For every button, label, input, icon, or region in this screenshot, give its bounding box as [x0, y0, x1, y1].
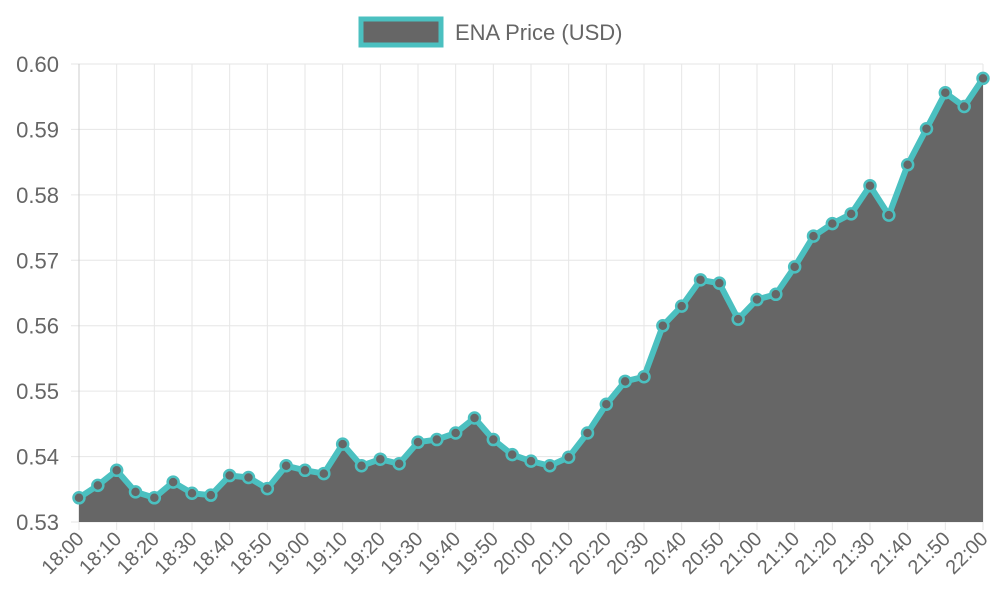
data-point[interactable]	[825, 216, 840, 231]
data-point[interactable]	[279, 458, 293, 473]
x-tick-label: 18:40	[188, 528, 239, 579]
data-point[interactable]	[900, 158, 915, 172]
x-tick-label: 19:20	[339, 528, 390, 579]
data-point[interactable]	[505, 447, 519, 462]
legend-label: ENA Price (USD)	[455, 20, 622, 45]
series-area	[79, 78, 983, 522]
x-tick-label: 21:00	[716, 528, 767, 579]
data-point[interactable]	[863, 178, 877, 193]
data-point[interactable]	[882, 208, 896, 222]
x-tick-label: 18:10	[75, 528, 126, 579]
series-layer	[72, 71, 990, 522]
data-point[interactable]	[204, 488, 218, 502]
data-point[interactable]	[637, 369, 651, 384]
data-point[interactable]	[298, 463, 312, 478]
data-point[interactable]	[524, 454, 538, 468]
data-point[interactable]	[467, 411, 482, 425]
data-point[interactable]	[957, 99, 971, 114]
data-point[interactable]	[769, 287, 783, 302]
data-point[interactable]	[317, 466, 331, 481]
y-tick-label: 0.58	[16, 183, 59, 208]
data-point[interactable]	[109, 463, 124, 478]
x-tick-label: 21:40	[866, 528, 917, 579]
data-point[interactable]	[392, 457, 406, 471]
data-point[interactable]	[561, 450, 576, 464]
data-point[interactable]	[430, 432, 444, 447]
x-tick-label: 18:50	[226, 528, 277, 579]
x-tick-label: 22:00	[942, 528, 993, 579]
data-point[interactable]	[128, 485, 143, 499]
data-point[interactable]	[712, 276, 727, 290]
x-tick-label: 21:50	[904, 528, 955, 579]
x-tick-label: 21:30	[829, 528, 880, 579]
data-point[interactable]	[373, 452, 388, 466]
data-point[interactable]	[787, 260, 802, 274]
data-point[interactable]	[147, 491, 162, 505]
data-point[interactable]	[806, 229, 821, 243]
y-tick-label: 0.55	[16, 379, 59, 404]
y-tick-label: 0.57	[16, 248, 59, 273]
x-tick-label: 20:40	[640, 528, 691, 579]
x-tick-label: 20:00	[490, 528, 541, 579]
data-point[interactable]	[335, 437, 350, 451]
data-point[interactable]	[486, 432, 501, 447]
data-point[interactable]	[618, 374, 632, 389]
x-tick-label: 19:40	[414, 528, 465, 579]
x-tick-label: 21:10	[753, 528, 804, 579]
data-point[interactable]	[693, 273, 708, 287]
x-tick-label: 20:50	[678, 528, 729, 579]
x-tick-label: 20:20	[565, 528, 616, 579]
data-point[interactable]	[241, 470, 256, 485]
x-tick-label: 18:20	[113, 528, 164, 579]
data-point[interactable]	[599, 397, 614, 411]
x-tick-label: 19:10	[301, 528, 352, 579]
y-tick-label: 0.53	[16, 510, 59, 535]
x-tick-label: 20:30	[603, 528, 654, 579]
y-tick-label: 0.60	[16, 52, 59, 77]
data-point[interactable]	[731, 312, 745, 326]
data-point[interactable]	[919, 122, 934, 136]
data-point[interactable]	[411, 435, 425, 449]
x-tick-label: 20:10	[527, 528, 578, 579]
x-tick-label: 19:50	[452, 528, 503, 579]
x-tick-label: 18:00	[38, 528, 89, 579]
data-point[interactable]	[354, 458, 369, 473]
data-point[interactable]	[674, 299, 689, 313]
data-point[interactable]	[166, 475, 180, 489]
legend-swatch	[358, 16, 444, 48]
data-point[interactable]	[976, 71, 990, 86]
x-tick-label: 19:00	[264, 528, 315, 579]
legend[interactable]: ENA Price (USD)	[358, 16, 622, 48]
data-point[interactable]	[543, 458, 557, 473]
data-point[interactable]	[448, 426, 463, 440]
data-point[interactable]	[938, 86, 953, 100]
data-point[interactable]	[656, 318, 670, 333]
x-tick-label: 18:30	[151, 528, 202, 579]
data-point[interactable]	[580, 426, 595, 440]
data-point[interactable]	[185, 486, 199, 500]
x-tick-label: 21:20	[791, 528, 842, 579]
data-point[interactable]	[260, 481, 275, 496]
data-point[interactable]	[750, 292, 764, 307]
y-tick-label: 0.59	[16, 117, 59, 142]
x-tick-label: 19:30	[377, 528, 428, 579]
data-point[interactable]	[91, 478, 105, 493]
data-point[interactable]	[844, 207, 858, 221]
data-point[interactable]	[222, 468, 237, 483]
data-point[interactable]	[72, 491, 86, 505]
y-tick-label: 0.54	[16, 445, 59, 470]
y-tick-label: 0.56	[16, 314, 59, 339]
